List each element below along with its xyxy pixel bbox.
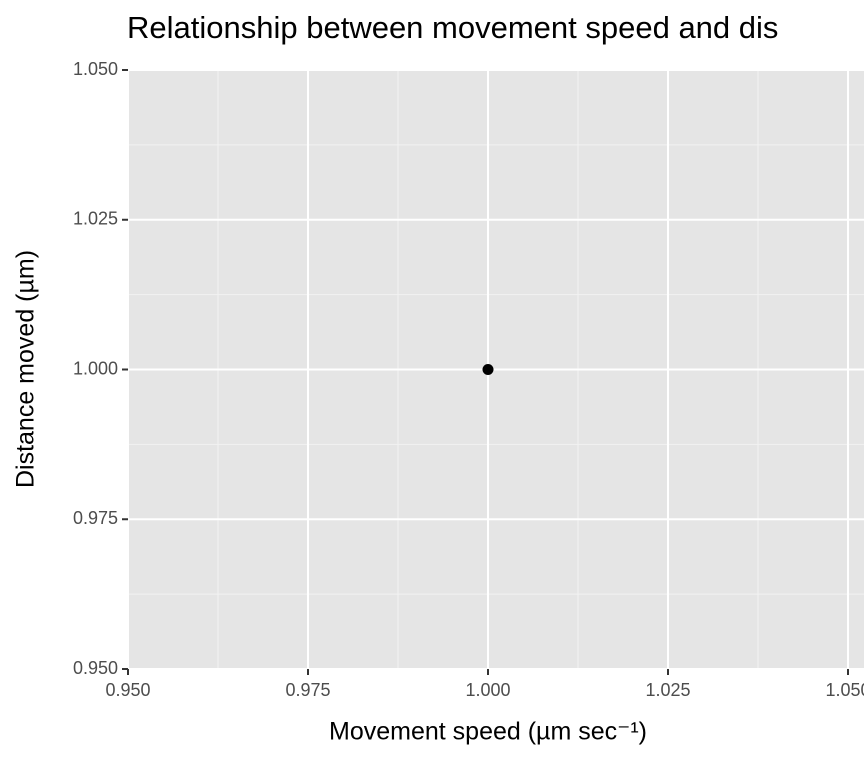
x-tick-label: 0.975: [285, 680, 330, 700]
y-tick-label: 1.050: [73, 59, 118, 79]
chart-title: Relationship between movement speed and …: [127, 10, 778, 45]
x-tick-label: 1.000: [465, 680, 510, 700]
x-tick-label: 0.950: [105, 680, 150, 700]
y-tick-label: 0.950: [73, 658, 118, 678]
point: [482, 364, 494, 375]
y-tick-label: 1.000: [73, 358, 118, 378]
x-tick-label: 1.025: [645, 680, 690, 700]
y-axis-title: Distance moved (µm): [12, 250, 40, 488]
y-tick-label: 0.975: [73, 508, 118, 528]
x-tick-label: 1.050: [825, 680, 864, 700]
x-axis-title: Movement speed (µm sec⁻¹): [329, 718, 647, 746]
y-tick-label: 1.025: [73, 209, 118, 229]
